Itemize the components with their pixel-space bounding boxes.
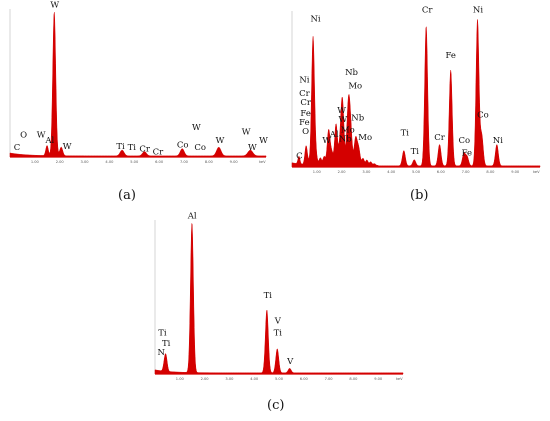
x-tick-label: 6.00 bbox=[437, 170, 446, 174]
x-tick-label: 7.00 bbox=[180, 160, 189, 164]
peak-label: Co bbox=[477, 110, 489, 120]
peak-label: W bbox=[242, 127, 251, 137]
peak-label: Al bbox=[187, 212, 197, 222]
peak-label: Ni bbox=[299, 75, 309, 85]
x-tick-label: 1.00 bbox=[313, 170, 322, 174]
peak-label: Nb bbox=[339, 135, 352, 145]
peak-label: Ni bbox=[310, 15, 320, 25]
spectrum-panel-a: 1.00 2.00 3.00 4.00 5.00 6.00 7.00 8.00 9.00 keV C… bbox=[4, 1, 272, 164]
peak-label: Cr bbox=[300, 98, 312, 108]
x-tick-label: 9.00 bbox=[230, 160, 239, 164]
peak-label: Ti bbox=[158, 329, 167, 339]
peak-label: Ti bbox=[128, 143, 137, 153]
spectrum-area bbox=[154, 223, 404, 375]
panel-label-a: (a) bbox=[118, 188, 136, 203]
peak-label: Co bbox=[177, 140, 189, 150]
peak-label: Cr bbox=[153, 148, 165, 158]
peak-label: C bbox=[296, 151, 303, 161]
x-tick-label: 2.00 bbox=[201, 377, 210, 381]
spectrum-area bbox=[291, 19, 541, 168]
peak-label: W bbox=[248, 143, 257, 153]
x-tick-label: keV bbox=[259, 160, 266, 164]
x-tick-label: 4.00 bbox=[387, 170, 396, 174]
spectrum-panel-c: 1.00 2.00 3.00 4.00 5.00 6.00 7.00 8.00 9.00 keV A… bbox=[143, 210, 408, 381]
x-tick-label: 4.00 bbox=[250, 377, 259, 381]
peak-label: Ti bbox=[274, 329, 283, 339]
peak-label: Cr bbox=[299, 89, 311, 99]
peak-label: Fe bbox=[462, 148, 472, 158]
x-tick-label: 3.00 bbox=[362, 170, 371, 174]
x-tick-label: 1.00 bbox=[176, 377, 185, 381]
panel-label-b: (b) bbox=[410, 188, 429, 203]
x-tick-label: 5.00 bbox=[412, 170, 421, 174]
x-tick-label: 2.00 bbox=[56, 160, 65, 164]
peak-label: Ti bbox=[162, 339, 171, 349]
peak-label: Ti bbox=[264, 291, 273, 301]
spectrum-chart-b: 1.00 2.00 3.00 4.00 5.00 6.00 7.00 8.00 9.00 keV N… bbox=[291, 5, 541, 174]
peak-label: Ti bbox=[401, 129, 410, 139]
x-tick-label: keV bbox=[396, 377, 403, 381]
peak-label: O bbox=[302, 127, 309, 137]
spectrum-area bbox=[9, 12, 267, 158]
peak-label: Cr bbox=[139, 145, 151, 155]
peak-label: Al bbox=[44, 136, 54, 146]
peak-label: Mo bbox=[358, 133, 372, 143]
x-tick-label: 7.00 bbox=[462, 170, 471, 174]
x-tick-label: 3.00 bbox=[81, 160, 90, 164]
peak-label: Mo bbox=[341, 126, 355, 136]
peak-label: Cr bbox=[422, 5, 434, 15]
peak-label: W bbox=[50, 1, 59, 11]
peak-label: N bbox=[157, 348, 165, 358]
peak-label: Mo bbox=[348, 81, 362, 91]
x-tick-label: 6.00 bbox=[300, 377, 309, 381]
x-tick-label: keV bbox=[533, 170, 540, 174]
x-tick-label: 4.00 bbox=[105, 160, 114, 164]
peak-label: Nb bbox=[345, 68, 358, 78]
peak-label: Fe bbox=[445, 51, 455, 61]
peak-label: W bbox=[37, 130, 46, 140]
peak-label: Ti bbox=[411, 147, 420, 157]
peak-label: Co bbox=[459, 136, 471, 146]
panel-label-c: (c) bbox=[267, 398, 285, 413]
peak-label: Al bbox=[329, 130, 339, 140]
peak-label: Co bbox=[194, 143, 206, 153]
peak-label: Ni bbox=[493, 136, 503, 146]
x-tick-label: 9.00 bbox=[374, 377, 383, 381]
x-tick-label: 2.00 bbox=[338, 170, 347, 174]
peak-label: Fe bbox=[299, 118, 309, 128]
peak-label: C bbox=[14, 143, 21, 153]
x-tick-label: 7.00 bbox=[325, 377, 334, 381]
peak-label: Fe bbox=[300, 109, 310, 119]
x-tick-label: 5.00 bbox=[275, 377, 284, 381]
x-tick-label: 8.00 bbox=[205, 160, 214, 164]
spectrum-panel-b: 1.00 2.00 3.00 4.00 5.00 6.00 7.00 8.00 9.00 keV N… bbox=[282, 3, 545, 175]
peak-label: O bbox=[20, 130, 27, 140]
peak-label: W bbox=[322, 136, 331, 146]
x-tick-label: 3.00 bbox=[225, 377, 234, 381]
x-tick-label: 6.00 bbox=[155, 160, 164, 164]
peak-label: V bbox=[274, 317, 282, 327]
spectrum-chart-c: 1.00 2.00 3.00 4.00 5.00 6.00 7.00 8.00 9.00 keV A… bbox=[154, 212, 404, 381]
peak-label: W bbox=[337, 106, 346, 116]
peak-label: Nb bbox=[351, 113, 364, 123]
x-tick-label: 5.00 bbox=[130, 160, 139, 164]
x-tick-label: 8.00 bbox=[349, 377, 358, 381]
peak-label: V bbox=[286, 357, 294, 367]
peak-label: W bbox=[192, 123, 201, 133]
peak-label: W bbox=[259, 136, 268, 146]
peak-label: Cr bbox=[434, 133, 446, 143]
peak-label: Ti bbox=[116, 142, 125, 152]
peak-label: W bbox=[216, 136, 225, 146]
x-tick-label: 8.00 bbox=[486, 170, 495, 174]
peak-label: Ni bbox=[473, 5, 483, 15]
peak-label: W bbox=[338, 115, 347, 125]
x-tick-label: 9.00 bbox=[511, 170, 520, 174]
peak-label: W bbox=[63, 142, 72, 152]
spectrum-chart-a: 1.00 2.00 3.00 4.00 5.00 6.00 7.00 8.00 9.00 keV C… bbox=[9, 1, 268, 164]
x-tick-label: 1.00 bbox=[31, 160, 40, 164]
